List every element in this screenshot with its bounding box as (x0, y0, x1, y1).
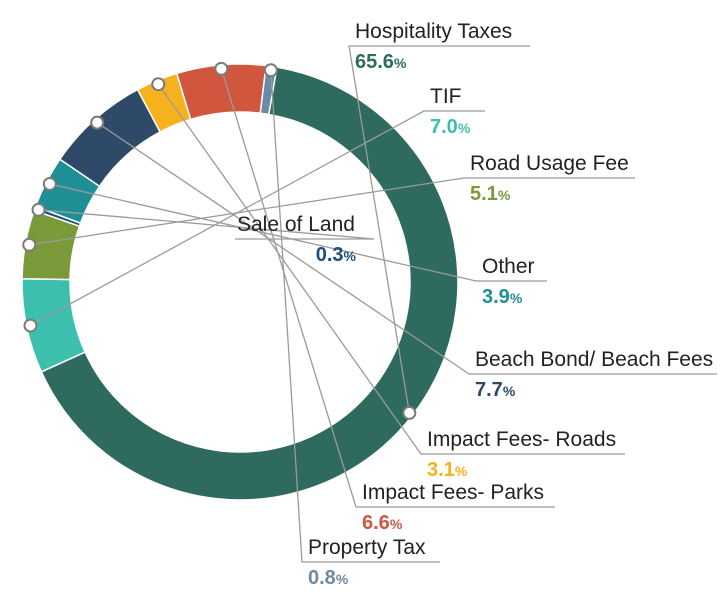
leader-line (157, 83, 625, 455)
leader-dot (214, 61, 229, 76)
leader-dot (151, 77, 166, 92)
donut-slices (21, 63, 459, 501)
leader-dot (90, 115, 105, 130)
leader-line (220, 68, 555, 508)
leader-lines (22, 45, 717, 563)
slice-label-name: Impact Fees- Roads (427, 428, 616, 451)
slice-label-name: Sale of Land (237, 213, 355, 236)
slice-label-value: 0.8% (308, 567, 349, 589)
slice-hospitality-taxes (40, 66, 459, 501)
slice-label-value: 0.3% (316, 244, 357, 266)
slice-label-name: Impact Fees- Parks (362, 481, 544, 504)
leader-line (30, 110, 485, 327)
leader-dot (31, 202, 46, 217)
leader-line (348, 45, 530, 413)
leader-dot (42, 176, 57, 191)
leader-dot (402, 405, 417, 420)
slice-label-name: Beach Bond/ Beach Fees (475, 348, 713, 371)
leader-dot (263, 63, 278, 78)
slice-label-value: 5.1% (470, 183, 511, 205)
slice-label-value: 6.6% (362, 512, 403, 534)
slice-label-value: 7.7% (475, 379, 516, 401)
leader-dot (22, 237, 37, 252)
leader-line (29, 177, 635, 246)
slice-label-name: Hospitality Taxes (355, 20, 512, 43)
slice-label-name: Other (482, 255, 535, 278)
leader-line (270, 70, 440, 563)
slice-label-name: TIF (430, 85, 462, 108)
slice-label-value: 3.1% (427, 459, 468, 481)
leader-line (49, 183, 547, 282)
slice-label-name: Property Tax (308, 536, 426, 559)
slice-labels: Hospitality Taxes 65.6% TIF 7.0% Road Usage … (237, 20, 713, 589)
slice-label-value: 3.9% (482, 286, 523, 308)
leader-line (96, 122, 717, 375)
slice-label-value: 7.0% (430, 116, 471, 138)
slice-label-value: 65.6% (355, 51, 407, 73)
leader-dot (23, 318, 38, 333)
slice-label-name: Road Usage Fee (470, 152, 629, 175)
